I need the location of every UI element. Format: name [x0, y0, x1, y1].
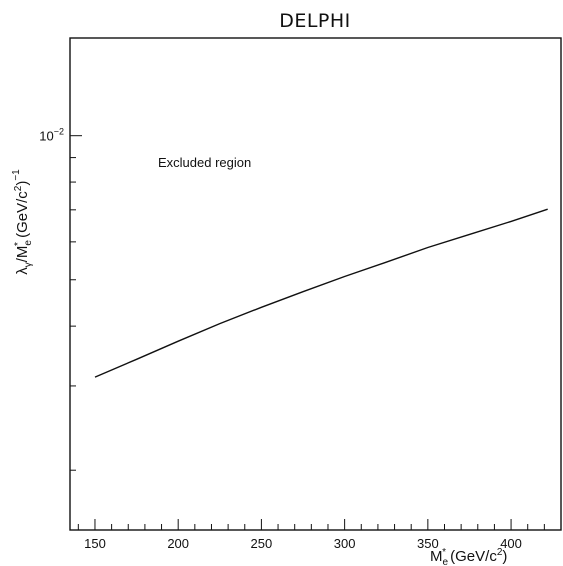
- x-tick-label: 200: [167, 536, 189, 551]
- y-axis-label: λγ/Me* (GeV/c2)−1: [11, 169, 34, 275]
- x-tick-label: 300: [334, 536, 356, 551]
- series-line: [94, 208, 548, 378]
- x-axis-label: Me* (GeV/c2): [430, 547, 507, 566]
- x-tick-label: 400: [500, 536, 522, 551]
- x-tick-label: 150: [84, 536, 106, 551]
- excluded-region-annotation: Excluded region: [158, 155, 251, 170]
- series-layer: [94, 208, 548, 378]
- chart-title: DELPHI: [279, 10, 351, 32]
- x-tick-label: 350: [417, 536, 439, 551]
- plot-frame: [69, 37, 562, 531]
- y-tick-label: 10−2: [39, 127, 64, 144]
- x-axis-ticks: 150 200 250 300 350 400: [77, 519, 562, 551]
- y-axis-ticks: 10−2: [39, 127, 82, 471]
- x-tick-label: 250: [251, 536, 273, 551]
